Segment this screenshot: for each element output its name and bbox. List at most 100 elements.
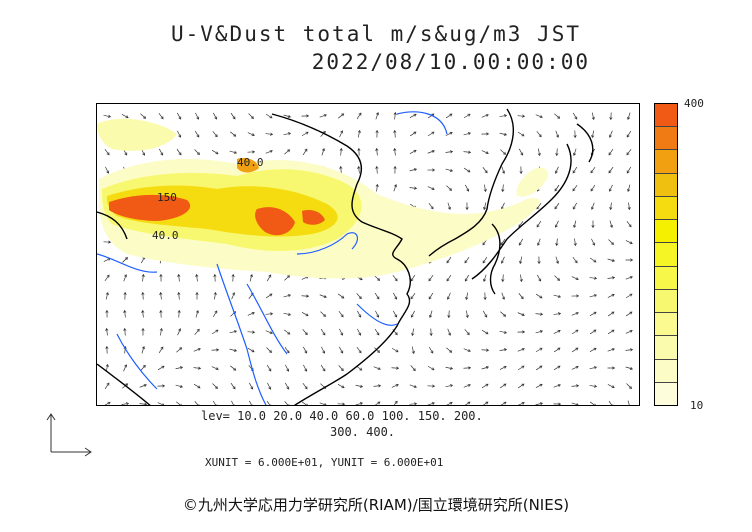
wind-vector	[124, 346, 126, 354]
wind-vector-head	[537, 152, 541, 157]
wind-vector	[175, 366, 183, 370]
wind-vector	[482, 256, 488, 264]
wind-vector	[320, 364, 326, 372]
contour-label-3: 40.0	[152, 229, 179, 242]
wind-vector-head	[233, 133, 237, 137]
wind-vector-head	[178, 134, 182, 138]
wind-vector-head	[500, 260, 504, 264]
wind-vector-head	[105, 291, 109, 296]
wind-vector	[337, 293, 345, 299]
wind-vector	[358, 166, 360, 174]
wind-vector-head	[608, 134, 612, 138]
wind-vector-head	[394, 314, 398, 318]
wind-vector-head	[322, 350, 326, 354]
wind-vector	[463, 167, 471, 173]
wind-vector	[211, 366, 219, 370]
wind-vector	[376, 166, 378, 174]
wind-vector	[284, 149, 290, 155]
wind-vector	[499, 115, 507, 117]
wind-vector	[338, 113, 344, 119]
wind-vector-head	[482, 260, 486, 264]
wind-vector-head	[357, 129, 361, 134]
wind-vector-head	[468, 366, 472, 370]
wind-vector	[178, 310, 180, 318]
wind-vector	[427, 402, 435, 405]
wind-vector-head	[195, 273, 199, 277]
wind-vector-head	[233, 348, 238, 352]
wind-vector-head	[251, 133, 255, 137]
wind-vector	[302, 346, 308, 354]
wind-vector	[427, 365, 435, 371]
wind-vector	[285, 364, 289, 372]
wind-vector	[266, 400, 271, 405]
wind-vector	[607, 348, 615, 352]
wind-vector	[157, 402, 165, 405]
wind-vector-head	[521, 313, 525, 317]
wind-vector-head	[269, 331, 273, 335]
wind-vector	[535, 330, 543, 334]
wind-vector-head	[195, 309, 199, 314]
wind-vector-head	[429, 314, 433, 318]
wind-vector-head	[159, 273, 163, 277]
wind-vector	[501, 166, 505, 174]
wind-vector	[283, 132, 291, 136]
wind-vector-head	[323, 313, 327, 317]
wind-vector-head	[142, 364, 146, 368]
wind-vector-head	[520, 152, 524, 156]
wind-vector	[535, 384, 543, 388]
wind-vector	[427, 186, 435, 190]
wind-vector	[625, 349, 633, 351]
wind-vector-head	[576, 402, 579, 405]
wind-vector-head	[483, 297, 487, 301]
wind-vector	[499, 330, 507, 334]
colorbar-segment	[655, 150, 677, 174]
wind-vector	[428, 346, 434, 354]
wind-vector	[302, 382, 308, 390]
wind-vector	[590, 184, 596, 192]
wind-vector-head	[287, 312, 292, 316]
wind-vector-head	[554, 188, 558, 192]
wind-vector	[553, 384, 561, 388]
wind-vector-head	[144, 402, 148, 405]
wind-vector	[320, 328, 326, 336]
wind-vector-head	[482, 242, 486, 246]
wind-vector	[608, 400, 613, 405]
wind-vector	[103, 114, 111, 118]
wind-vector	[337, 383, 345, 389]
wind-vector	[518, 148, 524, 156]
wind-vector	[357, 130, 361, 138]
wind-vector	[445, 366, 453, 370]
wind-vector	[571, 347, 579, 353]
wind-vector-head	[268, 386, 272, 390]
wind-vector-head	[592, 242, 596, 246]
wind-vector	[105, 166, 109, 174]
wind-vector	[122, 257, 128, 263]
wind-vector-head	[233, 367, 237, 371]
wind-vector	[340, 166, 342, 174]
wind-vector-head	[177, 291, 181, 295]
wind-vector	[589, 257, 597, 263]
wind-vector	[247, 347, 255, 353]
colorbar-segment	[655, 173, 677, 197]
contour-levels-line1: lev= 10.0 20.0 40.0 60.0 100. 150. 200.	[201, 409, 483, 423]
wind-vector-head	[539, 347, 543, 351]
wind-vector-head	[143, 383, 147, 387]
wind-vector-head	[590, 170, 594, 174]
wind-vector	[445, 151, 453, 153]
wind-vector-head	[519, 278, 523, 283]
wind-vector-head	[536, 224, 540, 228]
wind-vector	[195, 310, 199, 318]
wind-vector	[319, 402, 327, 405]
wind-vector-head	[393, 165, 397, 169]
wind-vector-head	[522, 330, 526, 334]
wind-vector-head	[629, 366, 634, 370]
wind-vector-head	[521, 401, 525, 405]
wind-vector	[519, 256, 523, 264]
wind-vector	[177, 328, 181, 336]
wind-vector	[589, 348, 597, 352]
wind-vector	[265, 330, 273, 334]
wind-vector-head	[108, 240, 112, 244]
wind-vector	[535, 347, 543, 353]
wind-vector	[625, 366, 633, 370]
wind-vector	[265, 313, 273, 315]
